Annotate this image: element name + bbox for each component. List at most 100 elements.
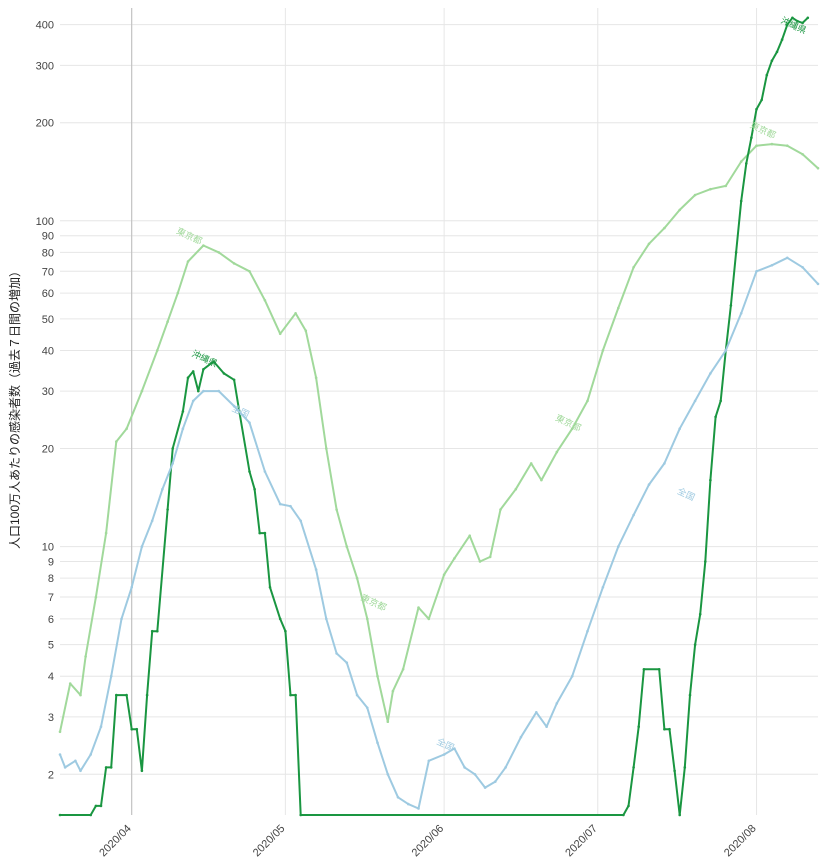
data-point <box>58 813 62 817</box>
data-point <box>770 264 774 267</box>
data-point <box>232 404 236 408</box>
data-point <box>494 780 497 783</box>
data-point <box>217 389 221 393</box>
x-tick-label: 2020/06 <box>410 823 447 860</box>
data-point <box>796 19 799 23</box>
data-point <box>99 804 103 808</box>
data-point <box>248 421 251 425</box>
data-point <box>156 629 159 633</box>
data-point <box>299 519 303 523</box>
data-point <box>417 807 420 810</box>
data-point <box>683 766 687 769</box>
data-point <box>719 399 722 403</box>
data-point <box>135 727 139 731</box>
y-tick-label: 2 <box>48 769 54 781</box>
data-point <box>355 693 359 697</box>
data-point <box>617 306 620 310</box>
y-tick-label: 400 <box>36 20 54 32</box>
series-label: 東京都 <box>175 225 204 246</box>
data-point <box>197 389 200 393</box>
data-point <box>647 242 651 246</box>
data-point <box>58 730 62 734</box>
data-point <box>289 504 292 508</box>
data-point <box>278 617 282 621</box>
data-point <box>166 508 169 511</box>
data-point <box>586 399 589 403</box>
data-point <box>504 766 507 769</box>
data-point <box>130 586 133 589</box>
series-line <box>59 256 819 810</box>
data-point <box>104 766 108 769</box>
y-tick-label: 50 <box>42 314 54 326</box>
data-point <box>786 256 789 260</box>
data-point <box>750 136 753 139</box>
data-point <box>775 50 779 54</box>
data-point <box>115 693 118 697</box>
data-point <box>278 332 282 336</box>
series-line <box>59 143 819 733</box>
data-point <box>248 270 251 273</box>
data-point <box>386 720 390 723</box>
data-point <box>258 531 262 535</box>
data-point <box>186 260 190 263</box>
data-point <box>202 244 205 247</box>
data-point <box>248 470 251 473</box>
data-point <box>79 769 82 773</box>
data-point <box>698 612 702 616</box>
data-point <box>657 668 661 671</box>
data-point <box>109 674 113 678</box>
data-point <box>79 693 82 697</box>
data-point <box>304 329 308 333</box>
data-point <box>755 144 758 147</box>
data-point <box>217 251 221 254</box>
data-point <box>294 312 297 315</box>
data-point <box>278 502 282 506</box>
data-point <box>391 689 395 693</box>
y-tick-label: 5 <box>48 640 54 652</box>
data-point <box>401 668 405 671</box>
data-point <box>63 766 67 769</box>
y-tick-label: 20 <box>42 444 54 456</box>
data-point <box>724 184 728 188</box>
data-point <box>632 266 635 269</box>
data-point <box>770 142 774 146</box>
data-point <box>468 534 472 537</box>
x-tick-label: 2020/07 <box>563 823 600 860</box>
data-point <box>483 786 487 789</box>
data-point <box>94 595 98 599</box>
series-label: 東京都 <box>359 592 388 613</box>
data-point <box>529 462 533 465</box>
data-point <box>202 368 205 371</box>
data-point <box>601 586 605 589</box>
data-point <box>663 226 666 230</box>
data-point <box>156 349 159 352</box>
data-point <box>314 376 318 380</box>
y-tick-label: 7 <box>48 592 54 604</box>
data-point <box>84 655 87 658</box>
data-point <box>678 813 681 817</box>
data-point <box>171 462 174 465</box>
data-point <box>89 813 92 817</box>
data-point <box>58 753 62 756</box>
data-point <box>478 560 482 563</box>
data-point <box>104 531 108 535</box>
data-point <box>74 759 77 763</box>
data-point <box>786 23 789 27</box>
data-point <box>632 766 635 769</box>
data-point <box>519 735 523 739</box>
data-point <box>140 389 144 393</box>
data-point <box>791 16 794 20</box>
data-point <box>473 773 477 776</box>
data-point <box>68 682 72 685</box>
y-axis-ticks: 2 3 4 5 6 7 8 9 10 20 30 40 50 60 70 80 90 100 200 300 400 <box>36 20 54 782</box>
data-point <box>442 573 446 576</box>
data-point <box>739 160 743 163</box>
data-point <box>704 560 707 563</box>
y-tick-label: 10 <box>42 542 54 554</box>
grid-lines <box>60 8 818 815</box>
data-point <box>263 299 267 302</box>
data-point <box>191 399 195 403</box>
data-point <box>632 513 635 517</box>
series-label: 全国 <box>676 485 697 503</box>
data-point <box>570 427 574 431</box>
